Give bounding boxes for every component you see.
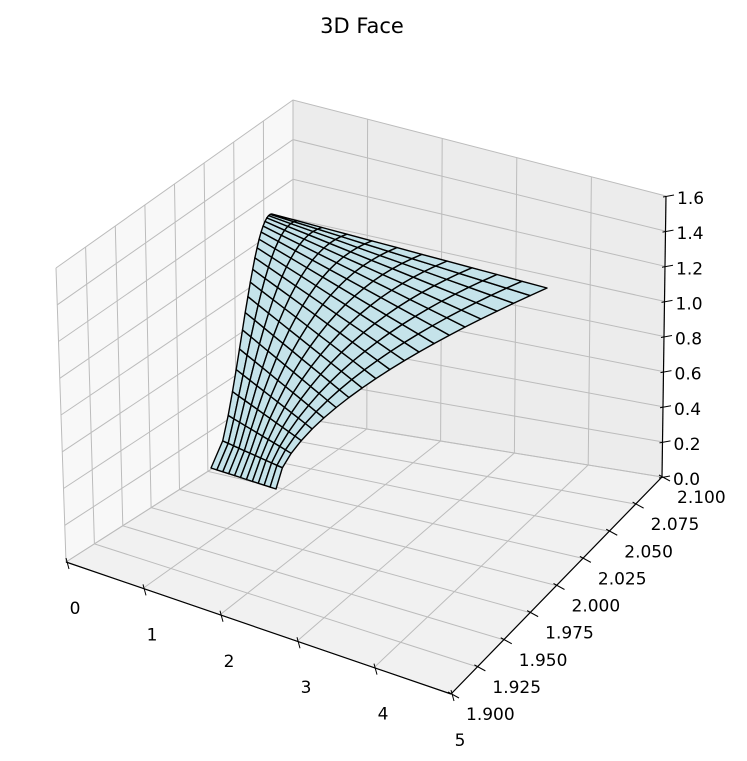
x-tick-label: 4 bbox=[378, 705, 389, 725]
z-tick bbox=[662, 229, 674, 233]
x-tick bbox=[296, 637, 301, 649]
z-tick-label: 0.0 bbox=[673, 470, 700, 490]
z-gridline bbox=[58, 178, 666, 342]
z-tick-label: 0.4 bbox=[674, 400, 701, 420]
y-tick-label: 1.950 bbox=[519, 651, 568, 671]
surface-facet bbox=[505, 280, 548, 297]
z-tick bbox=[662, 194, 675, 198]
z-tick-label: 0.2 bbox=[674, 435, 701, 455]
y-tick-label: 2.075 bbox=[651, 515, 700, 535]
z-tick-label: 0.8 bbox=[675, 330, 702, 350]
y-tick-label: 2.050 bbox=[624, 542, 673, 562]
floor-pane bbox=[66, 417, 662, 694]
y-tick-label: 2.000 bbox=[572, 597, 621, 617]
z-gridline bbox=[55, 99, 667, 269]
y-tick-label: 2.025 bbox=[598, 569, 647, 589]
y-tick bbox=[606, 528, 618, 536]
z-tick bbox=[658, 475, 671, 479]
y-tick bbox=[553, 583, 565, 590]
x-tick-label: 0 bbox=[70, 599, 81, 619]
y-tick bbox=[658, 474, 671, 482]
y-tick bbox=[579, 555, 592, 563]
z-gridline bbox=[59, 218, 665, 379]
y-tick-label: 1.925 bbox=[492, 678, 541, 698]
z-tick-label: 0.6 bbox=[675, 365, 702, 385]
x-tick-label: 2 bbox=[224, 652, 235, 672]
y-tick bbox=[632, 501, 644, 509]
z-tick bbox=[661, 299, 673, 303]
y-tick-label: 1.975 bbox=[545, 624, 594, 644]
z-tick-label: 1.6 bbox=[677, 189, 704, 209]
z-tick bbox=[660, 370, 672, 374]
y-tick bbox=[447, 691, 460, 699]
x-tick bbox=[373, 663, 378, 675]
surface bbox=[210, 213, 548, 490]
x-tick bbox=[65, 557, 70, 570]
y-tick bbox=[500, 637, 512, 645]
x-tick bbox=[219, 610, 224, 622]
y-tick-label: 1.900 bbox=[466, 705, 515, 725]
z-tick-label: 1.2 bbox=[676, 259, 703, 279]
y-tick bbox=[474, 664, 486, 672]
z-tick-label: 1.0 bbox=[676, 294, 703, 314]
x-tick bbox=[142, 584, 147, 596]
x-tick-label: 5 bbox=[455, 731, 466, 751]
z-tick bbox=[659, 440, 671, 444]
x-tick-label: 3 bbox=[301, 678, 312, 698]
y-tick-label: 2.100 bbox=[677, 488, 726, 508]
x-axis-line bbox=[65, 561, 452, 695]
z-tick bbox=[659, 405, 672, 409]
x-tick bbox=[450, 689, 455, 702]
x-tick-label: 1 bbox=[147, 625, 158, 645]
z-tick-label: 1.4 bbox=[677, 224, 704, 244]
z-tick bbox=[661, 264, 674, 268]
z-tick bbox=[660, 335, 673, 338]
z-gridline bbox=[57, 139, 666, 306]
chart-title: 3D Face bbox=[320, 14, 404, 38]
y-tick bbox=[526, 610, 539, 618]
tick-labels: 0 1 2 3 4 51.900 1.925 1.950 1.975 2.000 2.025 2.05… bbox=[65, 189, 726, 751]
